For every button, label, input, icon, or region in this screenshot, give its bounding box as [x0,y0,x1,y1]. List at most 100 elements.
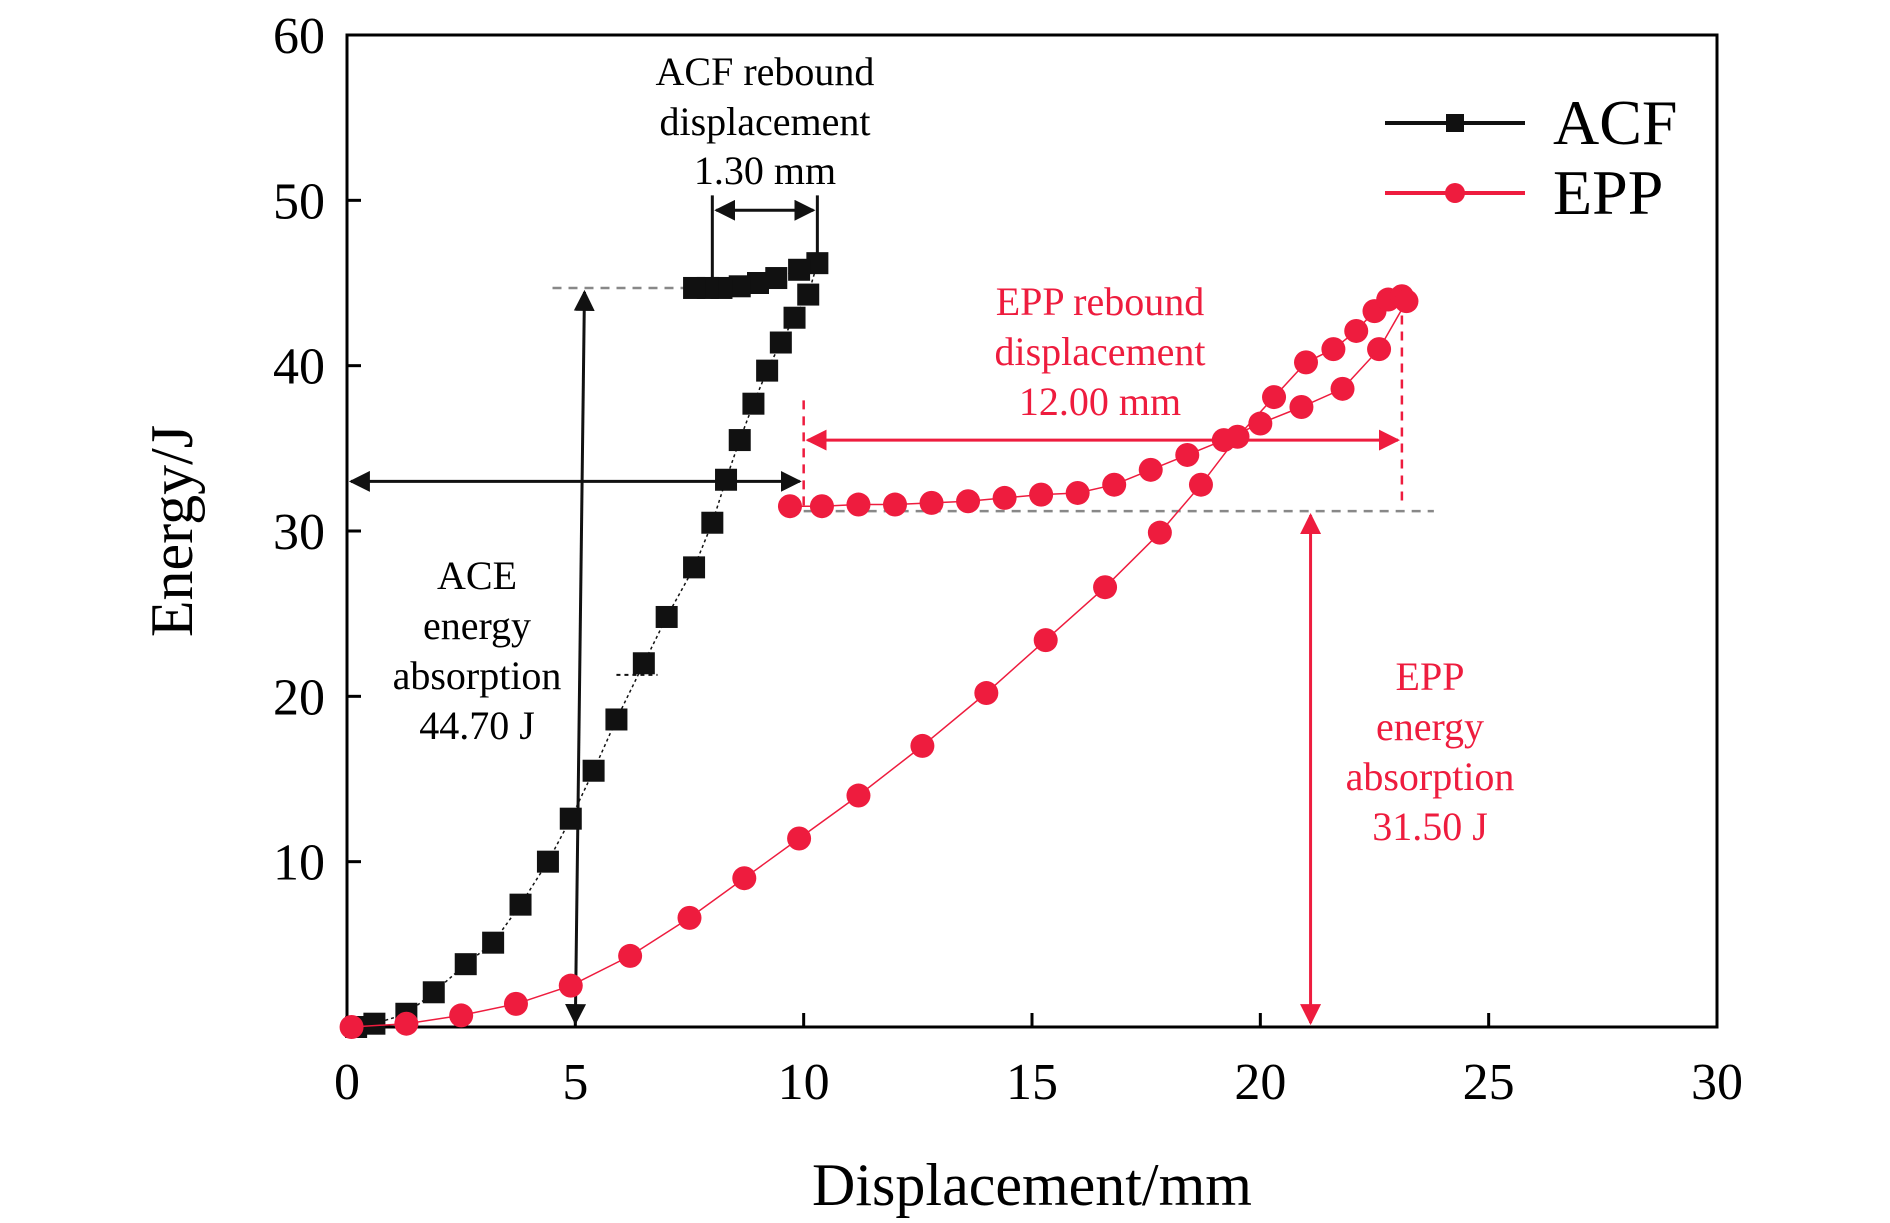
data-point-epp [1262,385,1287,410]
data-point-epp [787,826,812,851]
x-tick-label: 25 [1463,1054,1515,1111]
x-tick-label: 0 [334,1054,360,1111]
data-point-epp [1102,472,1127,497]
annotation-epp-absorption-line1: EPP [1396,654,1465,699]
legend-marker-acf [1446,114,1464,132]
data-point-epp [1294,350,1318,375]
data-point-acf [769,331,792,354]
annotation-acf-absorption-line4: 44.70 J [419,703,535,748]
data-point-epp [846,783,871,808]
data-point-acf [747,272,769,294]
data-point-epp [732,866,757,891]
legend-entry-acf: ACF [1385,87,1678,158]
annotation-acf-rebound: ACF rebound displacement 1.30 mm [656,49,875,193]
x-axis-title: Displacement/mm [812,1152,1252,1218]
data-point-acf [788,258,811,281]
data-point-epp [449,1003,474,1028]
legend-label-epp: EPP [1553,157,1663,228]
data-point-epp [1211,428,1236,453]
data-point-epp [394,1011,419,1036]
data-point-acf [536,850,559,873]
x-tick-label: 10 [778,1054,830,1111]
x-axis-ticks: 0 5 10 15 20 25 30 [334,1013,1743,1111]
data-point-acf [559,807,582,830]
annotation-acf-rebound-line2: displacement [659,99,870,144]
annotation-epp-absorption-line3: absorption [1346,754,1515,799]
y-tick-label: 30 [273,504,325,561]
annotation-epp-absorption-line4: 31.50 J [1372,804,1488,849]
data-point-epp [558,973,583,998]
data-point-acf [422,981,445,1004]
data-point-epp [919,490,944,515]
data-point-acf [783,306,806,329]
annotation-epp-absorption: EPP energy absorption 31.50 J [1346,654,1515,849]
annotation-acf-rebound-line1: ACF rebound [656,49,875,94]
data-point-epp [1367,337,1392,362]
data-point-epp [956,489,981,514]
data-point-acf [806,252,829,275]
data-point-epp [1330,376,1355,401]
annotation-epp-rebound: EPP rebound displacement 12.00 mm [994,279,1205,424]
data-point-epp [846,492,871,517]
series-layer [339,252,1419,1039]
data-point-epp [618,943,643,968]
annotation-epp-rebound-line3: 12.00 mm [1019,379,1181,424]
annotation-epp-rebound-line1: EPP rebound [996,279,1205,324]
data-point-acf [363,1012,386,1035]
data-point-acf [765,267,788,290]
y-axis-ticks: 10 20 30 40 50 60 [273,8,361,892]
data-point-epp [1321,337,1346,362]
data-point-acf [683,556,706,579]
data-point-acf [756,359,779,382]
data-point-epp [992,485,1017,510]
data-point-acf [509,893,532,916]
annotation-acf-rebound-line3: 1.30 mm [694,148,836,193]
legend-entry-epp: EPP [1385,157,1663,228]
y-tick-label: 50 [273,173,325,230]
data-point-epp [1394,289,1419,314]
data-point-acf [715,468,738,491]
annotation-acf-absorption: ACE energy absorption 44.70 J [393,553,562,748]
annotation-acf-absorption-line1: ACE [437,553,517,598]
annotation-epp-rebound-line2: displacement [994,329,1205,374]
data-point-epp [974,681,999,706]
legend-marker-epp [1445,183,1465,203]
data-point-epp [1147,520,1172,545]
data-point-epp [809,494,834,519]
acf-absorption-arrow [565,289,595,1026]
data-point-epp [1344,318,1369,343]
data-point-acf [728,275,751,298]
y-tick-label: 20 [273,669,325,726]
data-point-epp [339,1015,364,1039]
y-tick-label: 10 [273,835,325,892]
data-point-epp [777,494,802,519]
data-point-epp [1138,457,1163,482]
legend: ACF EPP [1385,87,1678,228]
data-point-epp [503,991,528,1016]
data-point-acf [701,511,724,534]
data-point-epp [1033,628,1058,653]
data-point-acf [454,953,477,976]
data-point-acf [742,392,765,415]
data-point-acf [482,931,505,954]
y-tick-label: 60 [273,8,325,65]
data-point-acf [655,605,678,628]
data-point-acf [797,283,820,306]
data-point-epp [1289,395,1314,419]
annotation-acf-absorption-line3: absorption [393,653,562,698]
legend-label-acf: ACF [1553,87,1678,158]
data-point-epp [910,733,935,758]
data-point-epp [1029,482,1054,507]
data-point-acf [683,276,706,299]
data-point-acf [728,429,751,452]
data-point-acf [582,759,605,782]
x-tick-label: 30 [1691,1054,1743,1111]
annotation-epp-absorption-line2: energy [1376,704,1484,749]
y-tick-label: 40 [273,339,325,396]
data-point-epp [677,905,702,930]
data-point-epp [1248,411,1273,436]
data-point-acf [605,708,628,731]
data-point-epp [1188,472,1213,497]
data-point-epp [883,492,907,517]
